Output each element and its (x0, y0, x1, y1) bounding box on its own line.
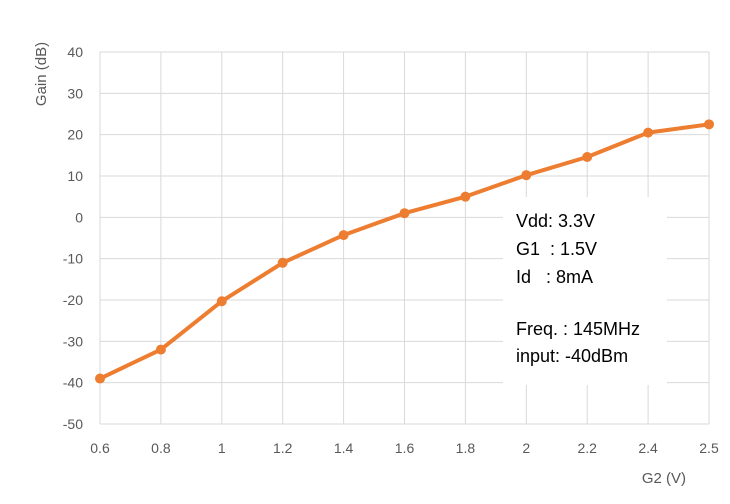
annotation-vdd: Vdd: 3.3V (516, 211, 595, 231)
y-tick-label: 30 (67, 85, 83, 101)
data-point (704, 119, 714, 130)
x-tick-label: 2 (522, 440, 530, 456)
y-axis-title: Gain (dB) (33, 42, 50, 106)
x-axis-tick-labels: 0.6 0.8 1 1.2 1.4 1.6 1.8 2 2.2 2.4 2.5 (90, 440, 719, 456)
x-tick-label: 2.4 (638, 440, 658, 456)
x-tick-label: 0.6 (90, 440, 110, 456)
x-tick-label: 1.4 (334, 440, 354, 456)
y-axis-tick-labels: 40 30 20 10 0 -10 -20 -30 -40 -50 (63, 44, 83, 432)
y-tick-label: -30 (63, 333, 83, 349)
y-tick-label: -50 (63, 416, 83, 432)
y-tick-label: 0 (75, 209, 83, 225)
annotation-input: input: -40dBm (516, 346, 628, 366)
x-axis-title: G2 (V) (642, 470, 686, 487)
x-tick-label: 1.2 (273, 440, 293, 456)
annotation-freq: Freq. : 145MHz (516, 319, 640, 339)
x-tick-label: 2.5 (699, 440, 719, 456)
data-point (399, 208, 410, 219)
y-tick-label: 40 (67, 44, 83, 60)
annotation-id: Id : 8mA (516, 267, 593, 287)
y-tick-label: 20 (67, 127, 83, 143)
data-point (155, 344, 166, 355)
x-tick-label: 2.2 (577, 440, 597, 456)
x-tick-label: 1.8 (456, 440, 476, 456)
data-point (95, 373, 105, 384)
data-point (521, 170, 532, 181)
x-tick-label: 1.6 (395, 440, 415, 456)
data-point (216, 296, 227, 307)
annotation-box (503, 197, 667, 385)
data-point (338, 230, 349, 241)
y-tick-label: -20 (63, 292, 83, 308)
annotation-g1: G1 : 1.5V (516, 239, 597, 259)
x-tick-label: 0.8 (151, 440, 171, 456)
y-tick-label: 10 (67, 168, 83, 184)
y-tick-label: -40 (63, 375, 83, 391)
data-point (643, 127, 654, 138)
y-tick-label: -10 (63, 251, 83, 267)
data-point (277, 257, 288, 268)
data-point (582, 151, 593, 162)
data-point (460, 191, 471, 202)
series-line-group (95, 119, 714, 384)
x-tick-label: 1 (218, 440, 226, 456)
